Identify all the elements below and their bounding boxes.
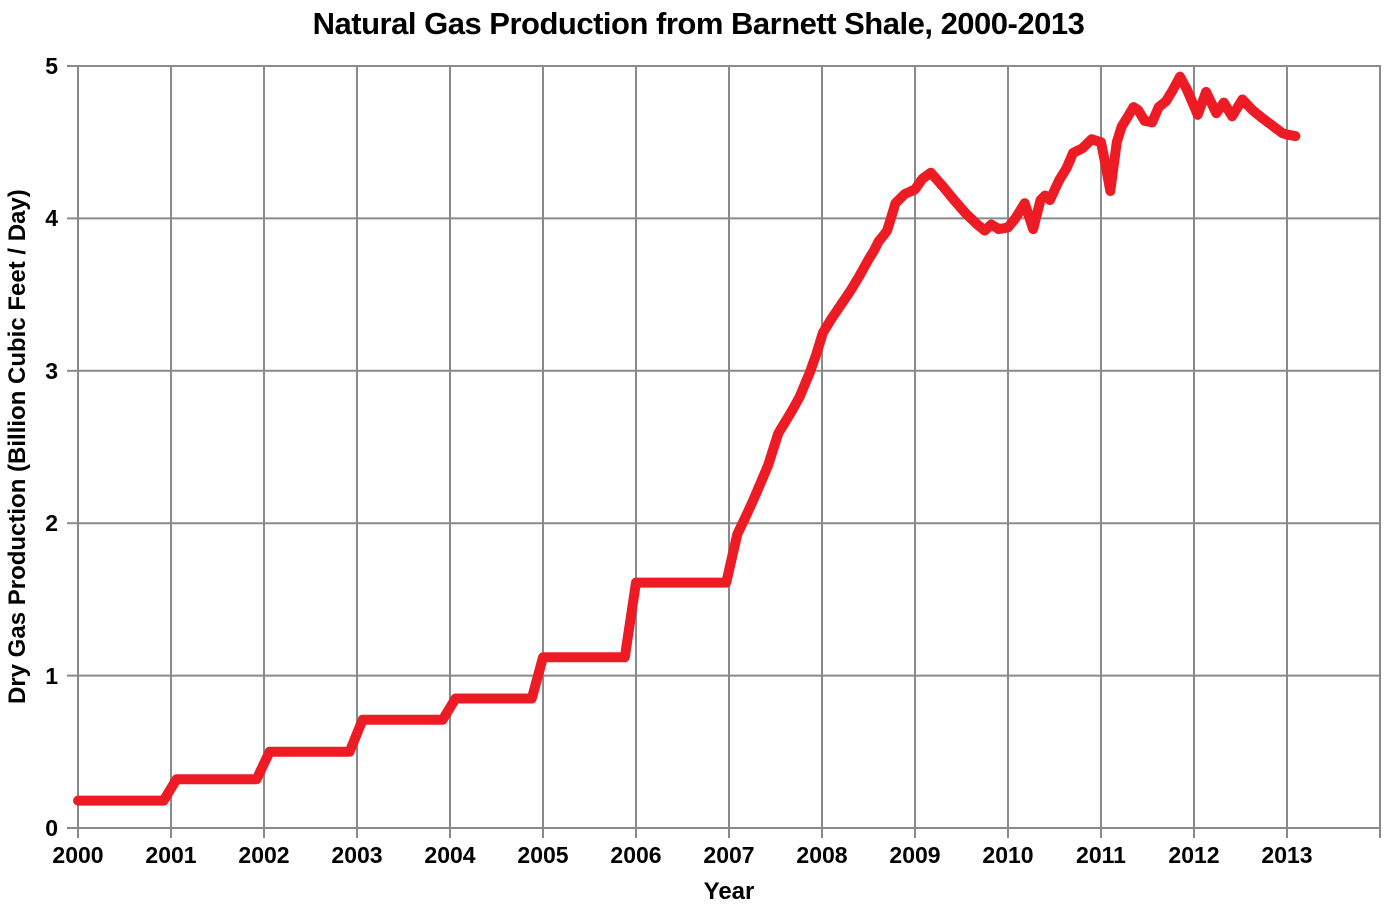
chart-title: Natural Gas Production from Barnett Shal… [312,6,1085,41]
x-tick-label: 2011 [1076,842,1126,868]
y-tick-label: 0 [45,815,58,841]
x-tick-label: 2009 [889,842,941,868]
x-tick-label: 2006 [610,842,662,868]
y-tick-label: 5 [45,53,58,79]
data-series-line [73,71,1301,806]
y-tick-label: 2 [45,510,58,537]
x-tick-label: 2002 [238,842,290,868]
x-tick-label: 2012 [1168,842,1220,868]
x-tick-label: 2000 [52,842,104,868]
x-tick-label: 2007 [703,842,755,868]
x-tick-label: 2008 [796,842,848,868]
x-tick-label: 2010 [982,842,1034,868]
x-axis-title: Year [703,878,755,905]
x-tick-label: 2003 [331,842,383,868]
axis-tick-marks [67,65,1381,838]
x-tick-label: 2001 [145,842,197,868]
x-tick-label: 2005 [517,842,569,868]
y-tick-label: 1 [45,662,58,689]
x-tick-label: 2013 [1261,842,1313,868]
y-tick-label: 4 [45,205,58,232]
y-axis-title: Dry Gas Production (Billion Cubic Feet /… [4,189,31,705]
y-tick-label: 3 [45,357,58,384]
x-tick-label: 2004 [424,842,476,868]
plot-gridlines [78,66,1380,828]
